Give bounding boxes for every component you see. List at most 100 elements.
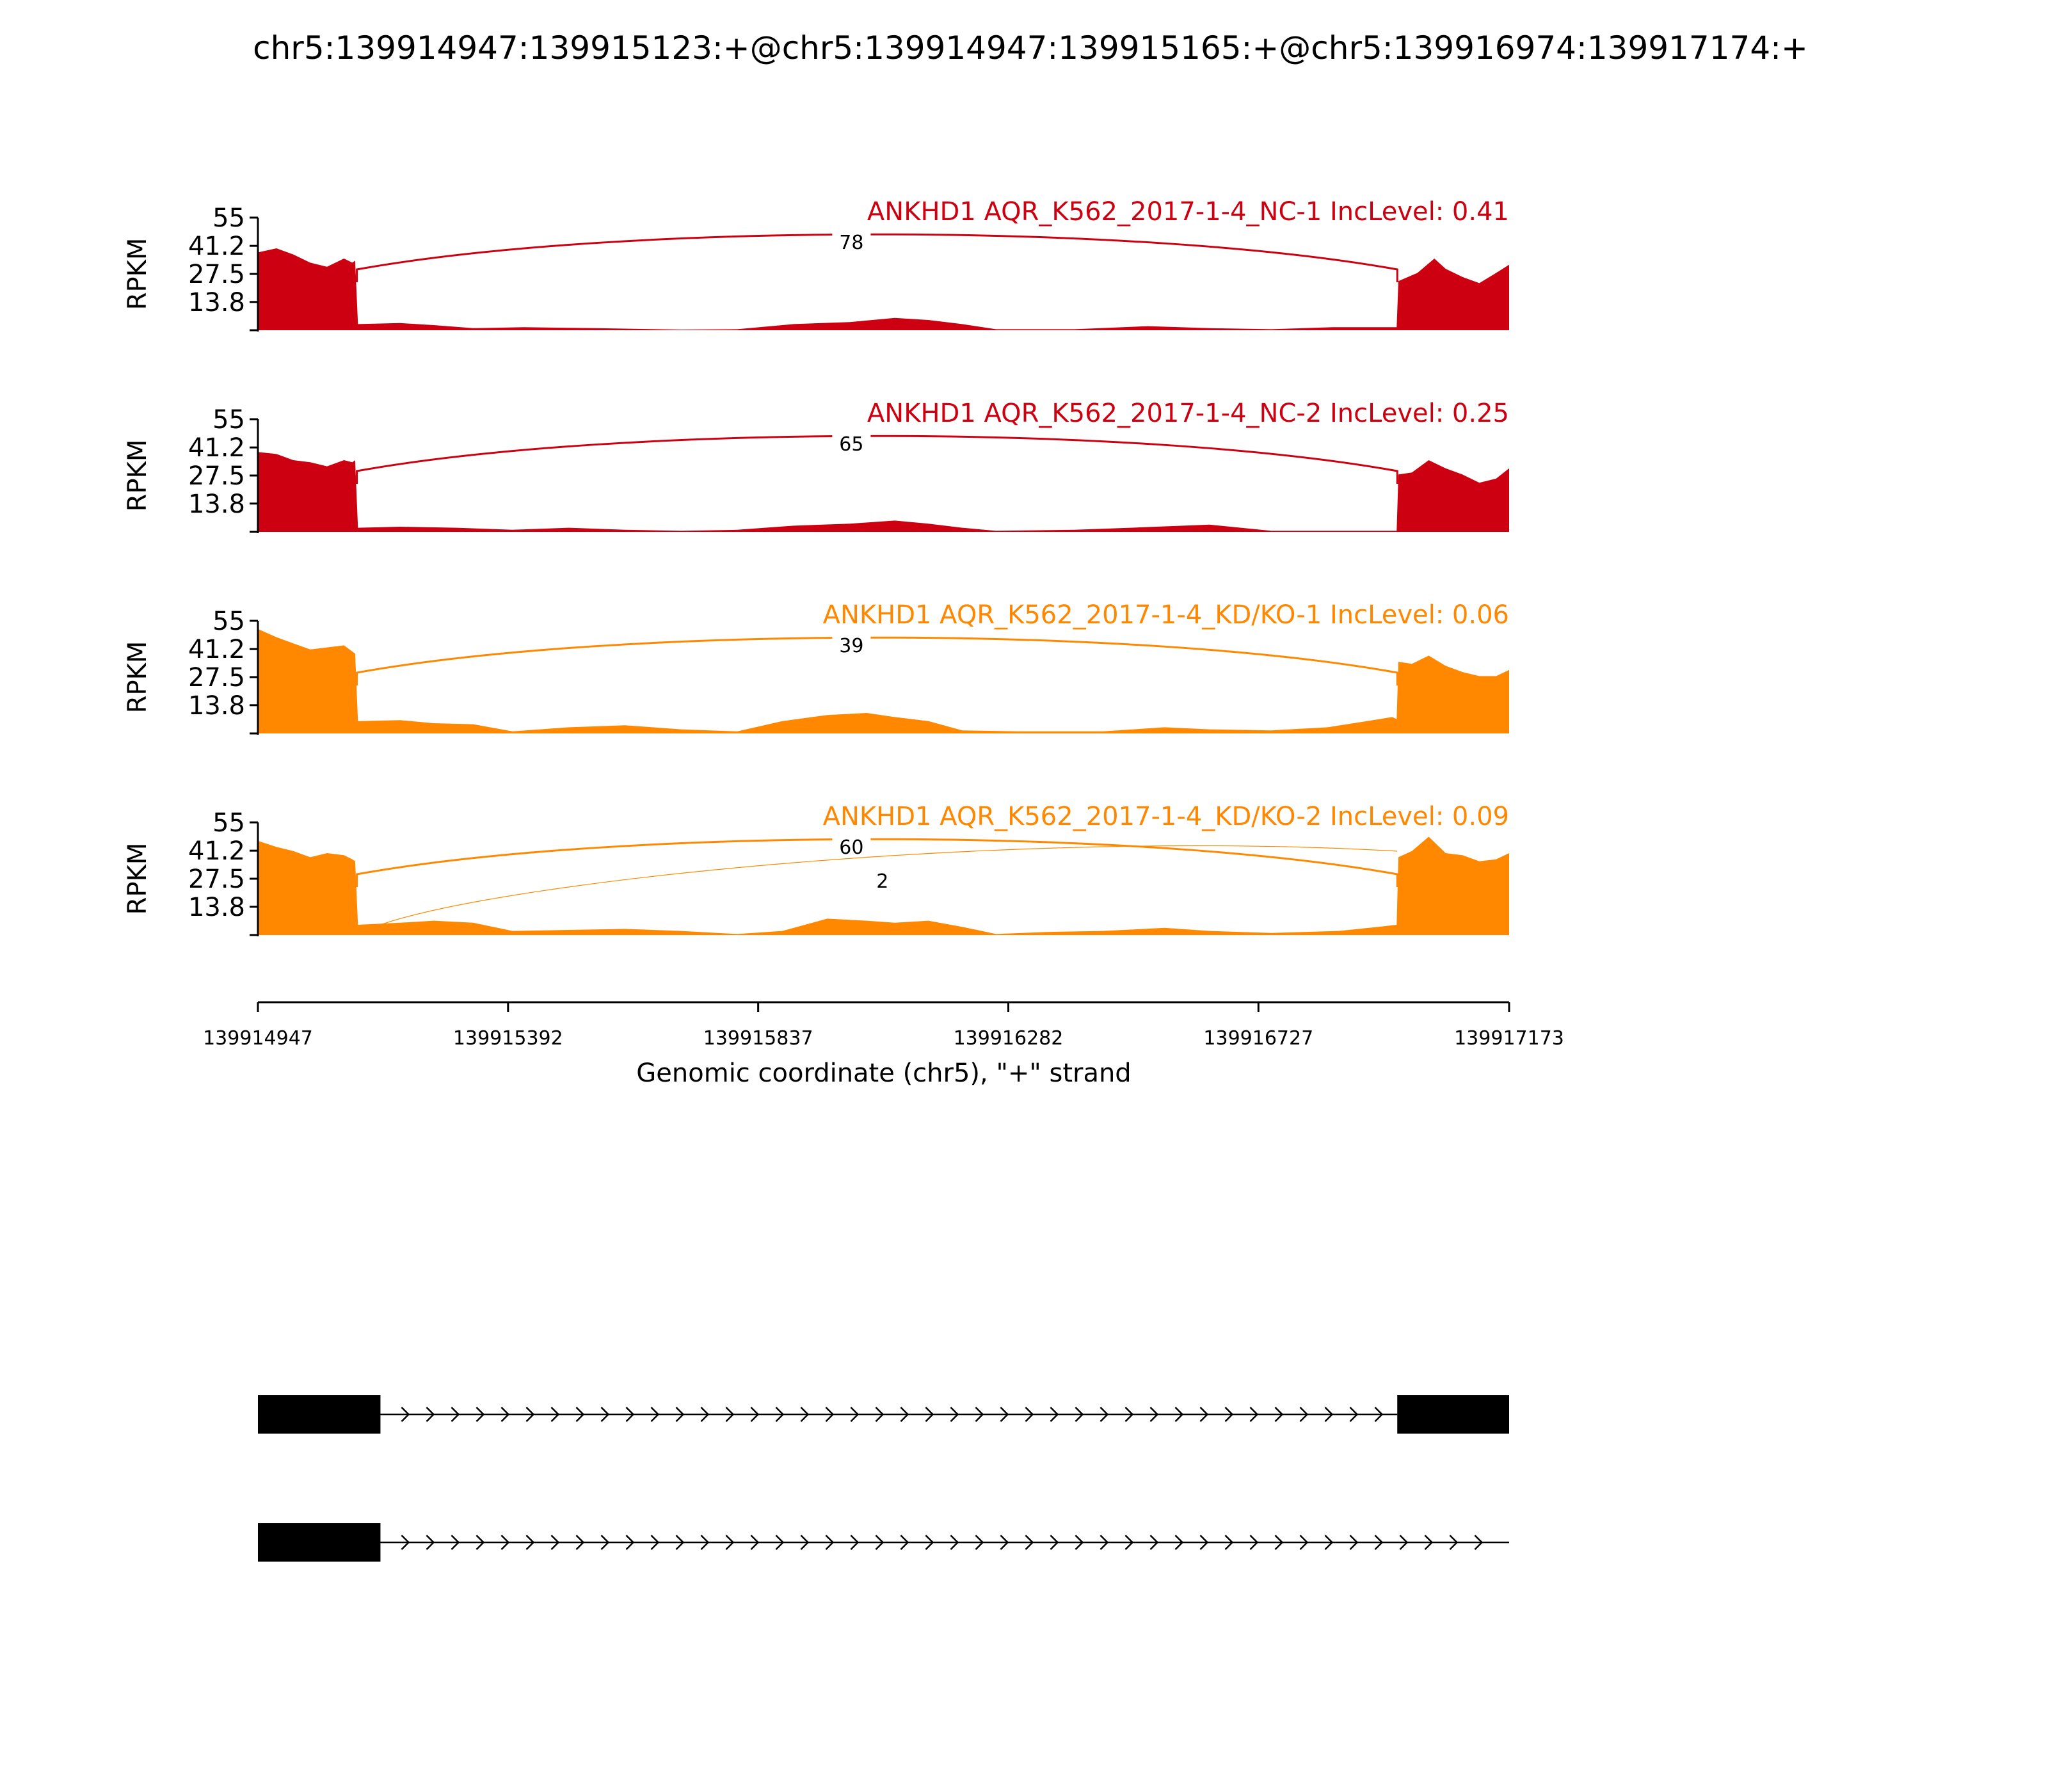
- strand-arrow: [500, 1535, 510, 1550]
- x-axis: 139914947 139915392 139915837 139916282 1399…: [203, 1001, 1564, 1050]
- strand-arrow: [1199, 1535, 1209, 1550]
- strand-arrow: [1174, 1407, 1184, 1422]
- strand-arrow: [625, 1535, 635, 1550]
- track-title: ANKHD1 AQR_K562_2017-1-4_NC-2 IncLevel: …: [867, 399, 1509, 428]
- y-tick-label: 27.5: [188, 663, 245, 692]
- strand-arrow: [575, 1535, 585, 1550]
- strand-arrow: [1025, 1407, 1034, 1422]
- strand-arrow: [1075, 1407, 1084, 1422]
- x-tick-label: 139914947: [203, 1027, 313, 1050]
- x-tick-label: 139915837: [703, 1027, 813, 1050]
- strand-arrow: [825, 1407, 835, 1422]
- y-tick-label: 13.8: [188, 691, 245, 721]
- y-tick-label: 55: [212, 405, 245, 435]
- strand-arrow: [875, 1407, 884, 1422]
- strand-arrow: [500, 1407, 510, 1422]
- junction-count: 39: [839, 635, 863, 657]
- strand-arrow: [1374, 1535, 1384, 1550]
- junction-count-box: [832, 633, 871, 656]
- strand-arrow: [1224, 1407, 1234, 1422]
- strand-arrow: [550, 1407, 560, 1422]
- strand-arrow: [675, 1535, 685, 1550]
- strand-arrow: [1374, 1407, 1384, 1422]
- junction-count-box: [832, 431, 871, 454]
- strand-arrow: [525, 1535, 535, 1550]
- y-tick-label: 13.8: [188, 490, 245, 519]
- strand-arrow: [650, 1535, 660, 1550]
- strand-arrow: [850, 1407, 860, 1422]
- y-tick-label: 41.2: [188, 232, 245, 261]
- x-tick-label: 139915392: [453, 1027, 563, 1050]
- y-tick-label: 55: [212, 808, 245, 838]
- junction-count: 78: [839, 232, 863, 254]
- coverage-area: [258, 836, 1509, 935]
- strand-arrow: [476, 1535, 485, 1550]
- exon-block: [258, 1395, 381, 1434]
- strand-arrow: [575, 1407, 585, 1422]
- y-tick-label: 41.2: [188, 635, 245, 664]
- junction-arc: [380, 845, 1398, 925]
- strand-arrow: [1050, 1535, 1059, 1550]
- x-tick-label: 139916727: [1203, 1027, 1313, 1050]
- x-axis-label: Genomic coordinate (chr5), "+" strand: [636, 1059, 1131, 1088]
- strand-arrow: [775, 1535, 785, 1550]
- strand-arrow: [950, 1535, 959, 1550]
- y-axis-label: RPKM: [123, 238, 152, 310]
- exon-block: [1397, 1395, 1509, 1434]
- figure-title: chr5:139914947:139915123:+@chr5:13991494…: [253, 29, 1808, 67]
- strand-arrow: [1149, 1407, 1159, 1422]
- strand-arrow: [1474, 1535, 1484, 1550]
- junction-count-box: [832, 835, 871, 858]
- strand-arrow: [1100, 1535, 1109, 1550]
- strand-arrow: [1299, 1407, 1309, 1422]
- coverage-area: [258, 452, 1509, 532]
- transcript-2: [258, 1523, 1509, 1562]
- track-title: ANKHD1 AQR_K562_2017-1-4_NC-1 IncLevel: …: [867, 197, 1509, 227]
- strand-arrow: [451, 1407, 460, 1422]
- strand-arrow: [1249, 1535, 1259, 1550]
- strand-arrow: [800, 1535, 810, 1550]
- junction-arc: [356, 233, 1398, 282]
- junction-count-box: [832, 230, 871, 253]
- strand-arrow: [1000, 1407, 1009, 1422]
- strand-arrow: [1224, 1535, 1234, 1550]
- y-tick-label: 55: [212, 607, 245, 636]
- strand-arrow: [1349, 1407, 1359, 1422]
- strand-arrow: [1075, 1535, 1084, 1550]
- y-tick-label: 27.5: [188, 260, 245, 289]
- strand-arrow: [975, 1407, 984, 1422]
- strand-arrow: [950, 1407, 959, 1422]
- strand-arrow: [1249, 1407, 1259, 1422]
- junction-arc: [356, 435, 1398, 484]
- strand-arrow: [625, 1407, 635, 1422]
- strand-arrow: [451, 1535, 460, 1550]
- strand-arrow: [725, 1407, 735, 1422]
- y-tick-label: 41.2: [188, 433, 245, 463]
- y-tick-label: 27.5: [188, 461, 245, 491]
- strand-arrow: [750, 1535, 760, 1550]
- strand-arrow: [700, 1535, 710, 1550]
- strand-arrow: [725, 1535, 735, 1550]
- strand-arrow: [1349, 1535, 1359, 1550]
- y-tick-label: 41.2: [188, 836, 245, 866]
- strand-arrow: [675, 1407, 685, 1422]
- junction-count: 65: [839, 433, 863, 456]
- strand-arrow: [1424, 1535, 1434, 1550]
- strand-arrow: [900, 1535, 909, 1550]
- junction-arc: [356, 636, 1398, 685]
- strand-arrow: [650, 1407, 660, 1422]
- strand-arrow: [1100, 1407, 1109, 1422]
- strand-arrow: [775, 1407, 785, 1422]
- strand-arrow: [800, 1407, 810, 1422]
- strand-arrow: [550, 1535, 560, 1550]
- strand-arrow: [525, 1407, 535, 1422]
- strand-arrow: [1274, 1407, 1284, 1422]
- coverage-area: [258, 248, 1509, 330]
- strand-arrow: [825, 1535, 835, 1550]
- strand-arrow: [426, 1535, 435, 1550]
- junction-count: 2: [876, 870, 888, 893]
